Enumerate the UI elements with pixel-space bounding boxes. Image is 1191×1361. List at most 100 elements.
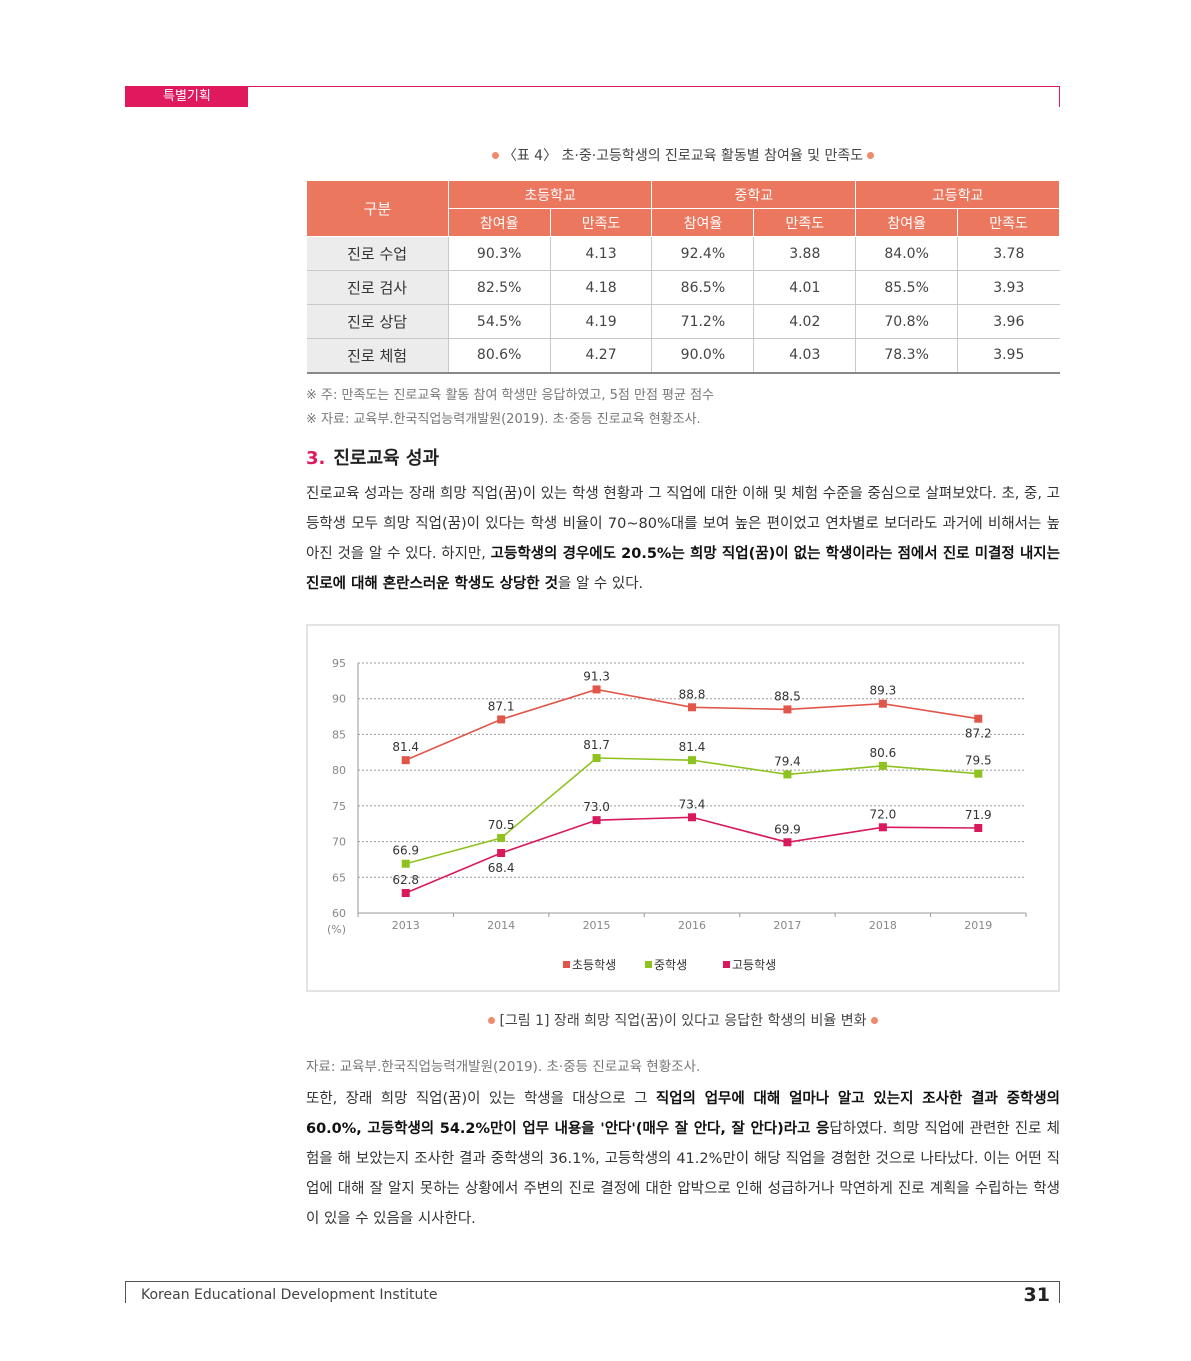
sub-header: 만족도 [549,208,653,237]
data-point [497,834,506,842]
data-point [974,714,983,723]
data-point [592,754,601,762]
legend-swatch [723,961,730,968]
row-label: 진로 상담 [306,304,449,339]
x-tick-label: 2015 [583,919,611,932]
data-label: 79.5 [965,754,992,768]
header-rule [248,86,1060,87]
row-label: 진로 검사 [306,270,449,305]
data-label: 89.3 [869,684,896,698]
data-point [497,715,506,724]
data-label: 81.7 [583,738,610,752]
x-tick-label: 2018 [869,919,897,932]
data-point [592,816,601,825]
participation-table: 구분 초등학교 중학교 고등학교 참여율 만족도 참여율 만족도 참여율 만족도… [306,180,1060,374]
data-label: 71.9 [965,808,992,822]
table-cell: 71.2% [651,304,754,339]
section-tag: 특별기획 [125,86,248,107]
data-point [401,756,410,765]
x-tick-label: 2013 [392,919,420,932]
table-cell: 4.18 [549,270,652,305]
y-tick-label: 80 [332,764,346,777]
table-cell: 92.4% [651,236,754,271]
table-source: ※ 자료: 교육부.한국직업능력개발원(2019). 초·중등 진로교육 현황조… [306,412,701,427]
row-label: 진로 수업 [306,236,449,271]
data-point [688,703,696,712]
table-cell: 4.03 [753,338,856,374]
x-tick-label: 2017 [773,919,801,932]
table-row: 진로 체험 80.6% 4.27 90.0% 4.03 78.3% 3.95 [306,338,1060,374]
y-tick-label: 90 [332,693,346,706]
data-point [878,823,887,832]
table-cell: 3.88 [753,236,856,271]
data-point [401,859,410,868]
table-cell: 3.95 [957,338,1060,374]
paragraph-emphasis: 직업의 업무에 대해 얼마나 알고 있는지 조사한 결과 중학생의 60.0%,… [306,1091,1060,1137]
row-label: 진로 체험 [306,338,449,374]
y-tick-label: 65 [332,871,346,884]
y-tick-label: 95 [332,657,346,670]
table-cell: 78.3% [855,338,958,374]
closing-paragraph: 또한, 장래 희망 직업(꿈)이 있는 학생을 대상으로 그 직업의 업무에 대… [306,1084,1060,1234]
data-point [688,813,696,822]
section-number: 3. [306,448,326,469]
table-cell: 80.6% [447,338,551,374]
section-heading: 3. 진로교육 성과 [306,444,439,470]
data-label: 88.5 [774,689,801,703]
table-row: 진로 수업 90.3% 4.13 92.4% 3.88 84.0% 3.78 [306,236,1060,271]
sub-header: 참여율 [651,208,755,237]
caption-bullet-left [491,151,499,159]
data-point [783,705,792,714]
legend-swatch [645,961,652,968]
table-cell: 3.96 [957,304,1060,339]
data-label: 91.3 [583,669,610,683]
figure-source: 자료: 교육부.한국직업능력개발원(2019). 초·중등 진로교육 현황조사. [306,1059,701,1075]
table-cell: 4.01 [753,270,856,305]
legend-label: 중학생 [654,958,687,972]
table-cell: 3.93 [957,270,1060,305]
header-rule-end [1059,86,1060,107]
sub-header: 만족도 [753,208,857,237]
data-label: 62.8 [392,873,419,887]
figure-caption-text: [그림 1] 장래 희망 직업(꿈)이 있다고 응답한 학생의 비율 변화 [499,1013,867,1029]
intro-paragraph: 진로교육 성과는 장래 희망 직업(꿈)이 있는 학생 현황과 그 직업에 대한… [306,479,1060,599]
data-label: 80.6 [869,746,896,760]
data-label: 87.2 [965,727,992,741]
table-note: ※ 주: 만족도는 진로교육 활동 참여 학생만 응답하였고, 5점 만점 평균… [306,388,715,403]
data-label: 68.4 [488,861,515,875]
y-tick-label: 60 [332,907,346,920]
group-header: 중학교 [651,180,857,209]
footer-rule-right [1059,1281,1060,1303]
figure-caption: [그림 1] 장래 희망 직업(꿈)이 있다고 응답한 학생의 비율 변화 [306,1010,1060,1030]
table-caption: 〈표 4〉 초·중·고등학생의 진로교육 활동별 참여율 및 만족도 [306,145,1060,165]
chart-container: 60 65 70 75 80 85 90 95 (%) 2013 2014 2015 2016 2017 2… [306,624,1060,992]
table-cell: 4.13 [549,236,652,271]
paragraph-text: 진로교육 성과는 장래 희망 직업(꿈)이 있는 학생 현황과 그 직업에 대한… [306,486,1060,562]
data-label: 88.8 [679,687,706,701]
data-label: 79.4 [774,754,801,768]
table-cell: 82.5% [447,270,551,305]
y-tick-label: 85 [332,728,346,741]
data-label: 73.0 [583,800,610,814]
data-point [688,756,696,765]
table-row: 진로 검사 82.5% 4.18 86.5% 4.01 85.5% 3.93 [306,270,1060,305]
caption-bullet-right [870,1016,878,1024]
paragraph-text: 또한, 장래 희망 직업(꿈)이 있는 학생을 대상으로 그 [306,1091,656,1107]
x-tick-label: 2019 [964,919,992,932]
page-number: 31 [1023,1284,1050,1306]
data-label: 81.4 [392,740,419,754]
legend-swatch [563,961,570,968]
data-label: 69.9 [774,822,801,836]
group-header: 초등학교 [447,180,653,209]
table-cell: 90.0% [651,338,754,374]
table-caption-text: 〈표 4〉 초·중·고등학생의 진로교육 활동별 참여율 및 만족도 [502,148,864,164]
data-label: 73.4 [679,797,706,811]
caption-bullet-left [488,1016,496,1024]
data-point [497,849,506,857]
data-point [783,770,792,779]
footer-rule [125,1281,1060,1282]
data-point [974,769,983,778]
data-point [592,685,601,694]
table-cell: 4.19 [549,304,652,339]
data-label: 81.4 [679,740,706,754]
